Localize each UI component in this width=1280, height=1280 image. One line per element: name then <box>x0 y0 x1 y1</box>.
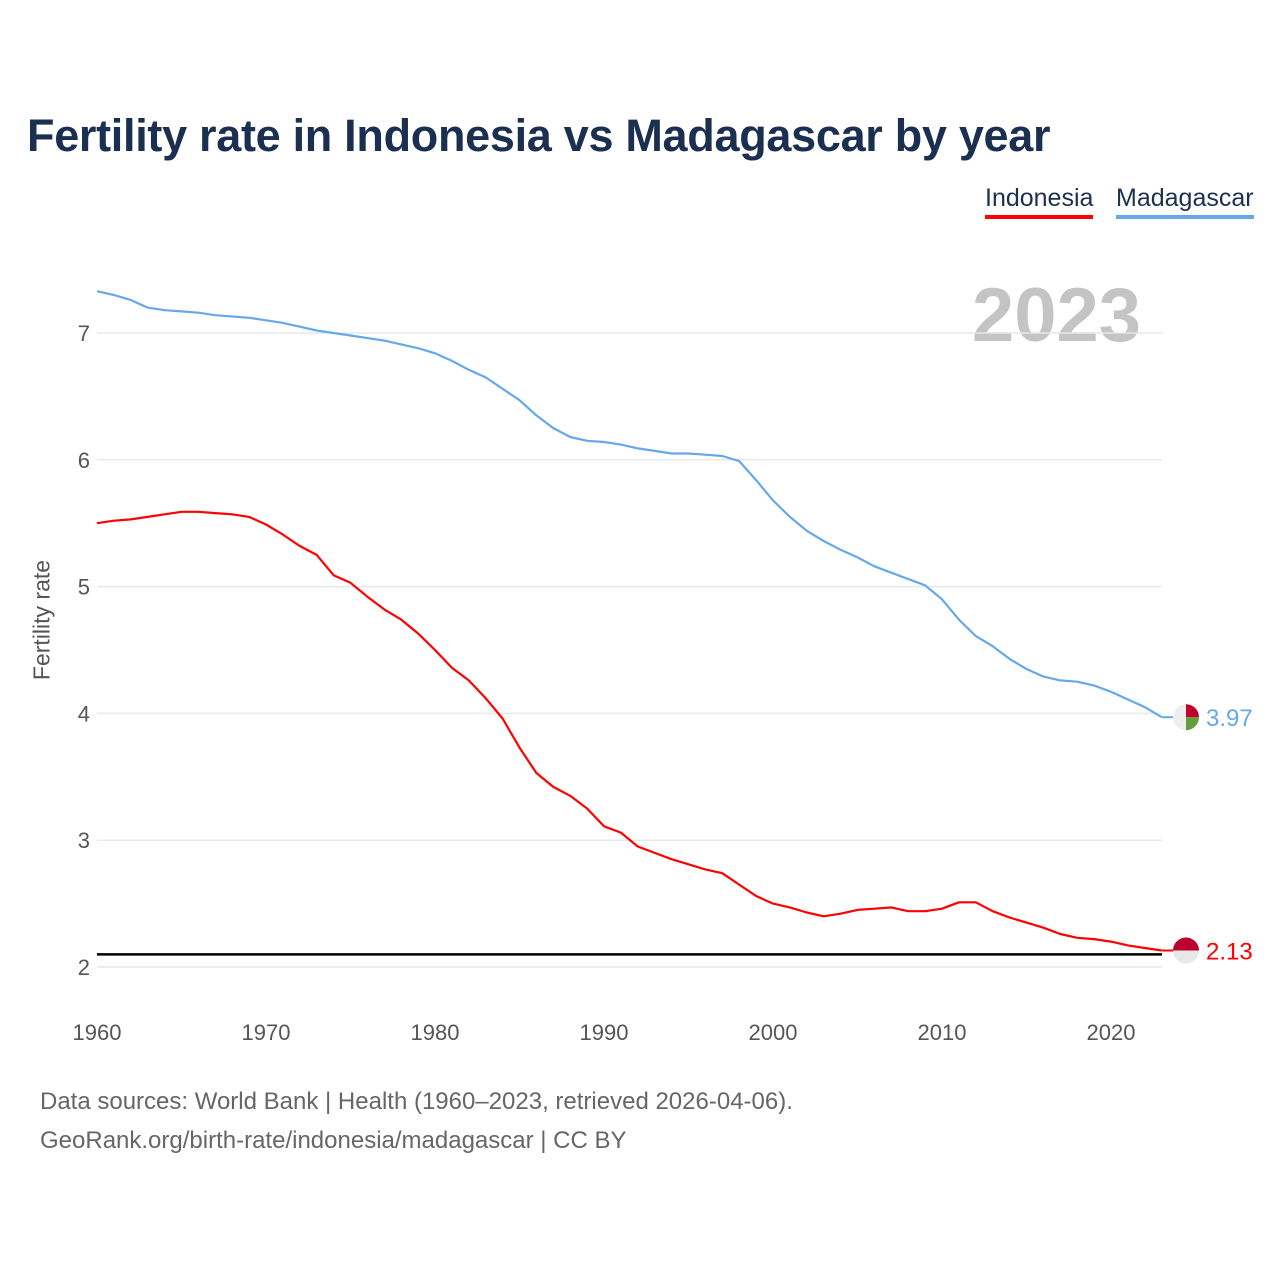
y-tick-label: 4 <box>78 701 90 726</box>
data-source-note: Data sources: World Bank | Health (1960–… <box>40 1088 793 1115</box>
flag-segment <box>1186 717 1199 731</box>
y-tick-label: 6 <box>78 448 90 473</box>
legend-item-indonesia[interactable]: Indonesia <box>985 184 1094 219</box>
flag-segment <box>1186 704 1199 718</box>
year-label: 2023 <box>971 273 1141 358</box>
legend-item-madagascar[interactable]: Madagascar <box>1116 184 1254 219</box>
x-tick-label: 1970 <box>242 1020 291 1045</box>
y-tick-label: 5 <box>78 575 90 600</box>
x-tick-label: 2010 <box>918 1020 967 1045</box>
series-line-indonesia <box>96 510 1162 952</box>
y-tick-label: 3 <box>78 828 90 853</box>
x-tick-label: 2000 <box>749 1020 798 1045</box>
end-value-label: 3.97 <box>1206 705 1253 732</box>
x-tick-label: 1980 <box>411 1020 460 1045</box>
y-tick-label: 7 <box>78 321 90 346</box>
flag-segment <box>1173 937 1199 951</box>
flag-icon-madagascar: 3.97 <box>1162 704 1253 732</box>
y-tick-label: 2 <box>78 955 90 980</box>
source-url-note: GeoRank.org/birth-rate/indonesia/madagas… <box>40 1127 627 1154</box>
chart-title: Fertility rate in Indonesia vs Madagasca… <box>27 110 1051 161</box>
flag-segment <box>1173 704 1186 731</box>
x-tick-label: 2020 <box>1087 1020 1136 1045</box>
flag-segment <box>1173 950 1199 964</box>
flag-icon-indonesia: 2.13 <box>1162 937 1253 966</box>
x-tick-label: 1990 <box>580 1020 629 1045</box>
x-tick-label: 1960 <box>73 1020 122 1045</box>
end-value-label: 2.13 <box>1206 939 1253 966</box>
series-line-madagascar <box>96 290 1163 719</box>
